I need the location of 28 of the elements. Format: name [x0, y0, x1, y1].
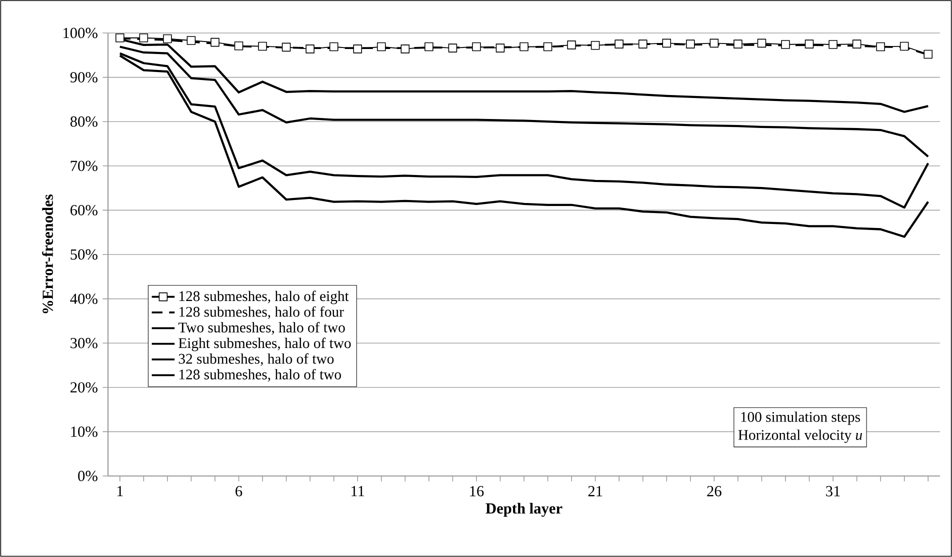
x-tick-label: 16 — [470, 486, 484, 496]
y-tick-label: 20% — [70, 382, 98, 393]
y-tick-label: 30% — [70, 338, 98, 348]
x-tick-label: 26 — [707, 486, 722, 496]
y-tick-label: 100% — [64, 28, 98, 38]
y-tick-label: 0% — [78, 470, 98, 482]
annotation: 100 simulation steps — [741, 412, 860, 425]
y-tick-label: 90% — [70, 72, 98, 82]
x-axis-title: Depth layer — [486, 502, 562, 517]
legend-label: 128 submeshes, halo of four — [179, 306, 344, 319]
annotation: Horizontal velocity u — [738, 430, 862, 443]
legend-label: 32 submeshes, halo of two — [178, 353, 334, 366]
x-tick-label: 11 — [352, 486, 364, 496]
x-tick-label: 6 — [236, 486, 242, 496]
x-tick-label: 31 — [826, 486, 840, 496]
x-tick-label: 1 — [117, 486, 123, 496]
y-tick-label: 70% — [70, 160, 98, 172]
x-tick-label: 21 — [588, 486, 602, 496]
legend-label: 128 submeshes, halo of eight — [179, 290, 349, 304]
y-tick-label: 80% — [70, 116, 98, 127]
y-tick-label: 10% — [71, 426, 98, 437]
y-tick-label: 50% — [70, 249, 98, 260]
legend-label: Two submeshes, halo of two — [178, 322, 345, 335]
y-axis-title: %Error-freenodes — [42, 194, 54, 314]
legend-label: 128 submeshes, halo of two — [179, 368, 341, 382]
legend-label: Eight submeshes, halo of two — [178, 338, 351, 352]
y-tick-label: 60% — [70, 205, 98, 216]
y-tick-label: 40% — [70, 294, 98, 304]
